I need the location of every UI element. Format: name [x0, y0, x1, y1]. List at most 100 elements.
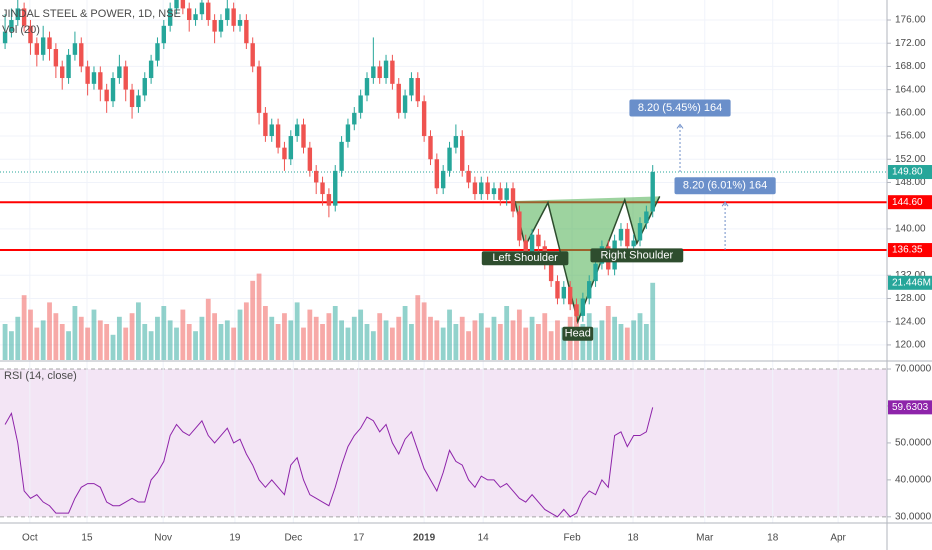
rsi-tick-label: 30.0000 [895, 511, 932, 522]
candle-body [193, 14, 198, 21]
level-label-box [888, 243, 932, 258]
candle-body [174, 0, 179, 9]
volume-bar [72, 306, 78, 360]
volume-bar [85, 327, 91, 360]
volume-bar [472, 320, 478, 360]
candle-body [485, 182, 490, 195]
volume-bar [529, 316, 535, 360]
volume-bar [205, 298, 211, 360]
candle-body [218, 20, 224, 32]
last-price-label-box [888, 165, 932, 180]
candle-body [275, 124, 281, 148]
volume-bar [186, 324, 192, 360]
volume-bar [637, 313, 643, 360]
volume-bar [47, 302, 52, 360]
candle-body [377, 66, 382, 79]
y-tick-label: 124.00 [895, 316, 926, 327]
candle-body [345, 124, 351, 142]
volume-bar [389, 327, 395, 360]
volume-bar [148, 331, 154, 360]
candle-body [631, 240, 636, 247]
volume-bar [282, 313, 287, 360]
volume-bar [301, 327, 306, 360]
volume-bar [256, 273, 262, 360]
volume-bar [269, 316, 275, 360]
volume-bar [161, 306, 167, 360]
volume-bar [294, 302, 300, 360]
volume-bar [136, 302, 141, 360]
candle-body [110, 78, 116, 102]
rsi-last-label: 59.6303 [892, 402, 929, 413]
rsi-line [4, 407, 654, 518]
y-tick-label: 172.00 [895, 38, 926, 49]
pattern-label: Right Shoulder [600, 249, 673, 261]
candle-body [637, 223, 643, 241]
volume-bar [15, 316, 21, 360]
candle-body [142, 78, 147, 96]
candle-body [237, 20, 243, 26]
candle-body [28, 25, 33, 44]
candle-body [320, 182, 325, 195]
candle-body [53, 49, 59, 67]
candle-body [269, 124, 274, 137]
volume-bar [263, 306, 268, 360]
candle-body [644, 211, 649, 224]
volume-bar [491, 316, 497, 360]
volume-bar [21, 295, 27, 360]
candle-body [148, 60, 154, 79]
candle-body [282, 147, 287, 160]
volume-title: Vol (20) [2, 24, 40, 36]
volume-bar [377, 313, 383, 360]
volume-bar [485, 327, 491, 360]
candle-body [390, 60, 395, 84]
volume-bar [307, 309, 313, 360]
rsi-band [0, 369, 887, 517]
candle-body [85, 66, 90, 84]
candle-body [161, 25, 167, 44]
candle-body [510, 188, 516, 212]
volume-bar [447, 309, 452, 360]
candle-body [15, 8, 20, 21]
volume-bar [364, 324, 370, 360]
candle-body [593, 263, 598, 282]
volume-bar [142, 324, 148, 360]
y-tick-label: 148.00 [895, 177, 926, 188]
volume-bar [510, 320, 516, 360]
candle-body [453, 136, 459, 148]
volume-bar [523, 327, 529, 360]
volume-bar [428, 316, 433, 360]
candle-body [301, 124, 306, 148]
candle-body [371, 66, 376, 79]
candle-body [155, 43, 160, 61]
volume-bar [237, 309, 243, 360]
x-tick-label: Mar [696, 533, 714, 544]
volume-bar [555, 320, 560, 360]
volume-bar [199, 316, 205, 360]
x-tick-label: 14 [478, 533, 490, 544]
rsi-tick-label: 50.0000 [895, 438, 932, 449]
y-tick-label: 176.00 [895, 15, 926, 26]
y-tick-label: 140.00 [895, 224, 926, 235]
candle-body [288, 136, 293, 160]
pattern-label-box [562, 326, 594, 341]
volume-bar [34, 327, 40, 360]
volume-bar [453, 324, 459, 360]
volume-bar [212, 313, 218, 360]
volume-bar [650, 282, 656, 360]
candle-body [72, 43, 78, 55]
volume-bar [516, 309, 522, 360]
candle-body [396, 83, 401, 113]
y-tick-label: 168.00 [895, 61, 926, 72]
volume-bar [612, 316, 618, 360]
candle-body [358, 95, 363, 113]
volume-bar [332, 306, 338, 360]
candle-body [326, 194, 332, 206]
volume-bar [180, 309, 186, 360]
volume-bar [402, 306, 408, 360]
candle-body [440, 170, 446, 189]
candle-body [104, 89, 109, 102]
candle-body [167, 8, 173, 26]
volume-bar [466, 331, 471, 360]
volume-bar [358, 309, 364, 360]
candle-body [618, 228, 624, 241]
